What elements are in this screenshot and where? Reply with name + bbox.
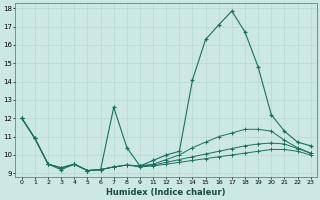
X-axis label: Humidex (Indice chaleur): Humidex (Indice chaleur) bbox=[107, 188, 226, 197]
